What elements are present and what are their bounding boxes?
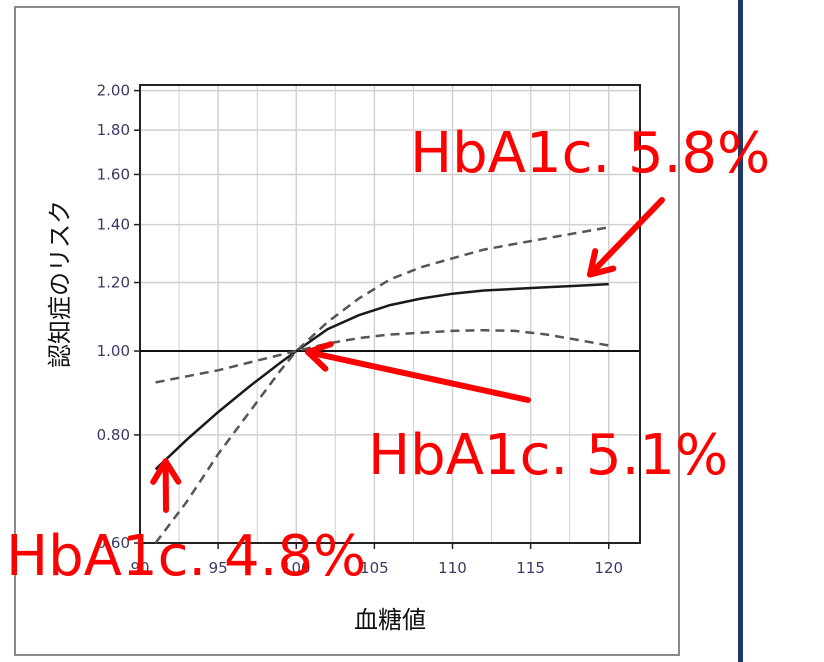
series-line-2 <box>155 328 610 384</box>
annotation-label: HbA1c. 5.8% <box>410 121 770 186</box>
arrow-4-8 <box>150 458 182 513</box>
y-tick-label: 1.80 <box>97 121 130 139</box>
annotations: HbA1c. 5.8% HbA1c. 5.1%HbA1c. 4.8% <box>6 121 770 589</box>
y-tick-label: 1.40 <box>97 216 130 234</box>
x-axis-label: 血糖値 <box>354 606 426 634</box>
x-tick-label: 90 <box>130 559 149 577</box>
x-tick-label: 120 <box>594 559 623 577</box>
chart-frame <box>14 6 680 656</box>
series-line-0 <box>154 282 609 471</box>
y-tick-label: 1.20 <box>97 274 130 292</box>
y-axis-label: 認知症のリスク <box>46 200 74 368</box>
vertical-divider <box>738 0 743 662</box>
series-line-1 <box>154 226 610 544</box>
x-tick-labels: 90 95 100 105 110 115 120 <box>130 543 623 577</box>
annotation-arrows <box>150 197 665 513</box>
x-tick-label: 105 <box>360 559 389 577</box>
x-tick-label: 110 <box>438 559 467 577</box>
y-tick-label: 0.60 <box>97 534 130 552</box>
y-tick-label: 2.00 <box>97 82 130 100</box>
arrow-5-8 <box>587 197 665 278</box>
x-tick-label: 115 <box>516 559 545 577</box>
plot-border <box>139 84 641 544</box>
x-tick-label: 100 <box>282 559 311 577</box>
x-tick-label: 95 <box>209 559 228 577</box>
annotation-label: HbA1c. 5.1% <box>368 423 728 488</box>
y-tick-labels: 0.60 0.80 1.00 1.20 1.40 1.60 1.80 2.00 <box>97 82 140 552</box>
series-group <box>154 226 610 544</box>
y-tick-label: 0.80 <box>97 426 130 444</box>
y-tick-label: 1.60 <box>97 165 130 183</box>
annotation-label: HbA1c. 4.8% <box>6 524 366 589</box>
arrow-5-1 <box>305 341 531 403</box>
y-tick-label: 1.00 <box>97 342 130 360</box>
